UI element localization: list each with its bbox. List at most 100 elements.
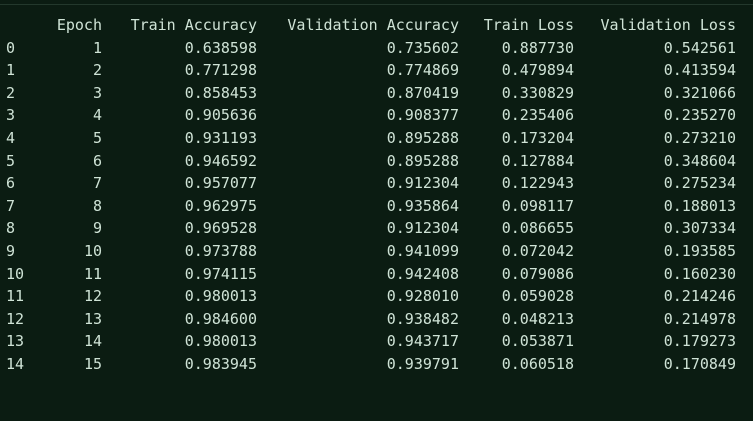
cell-validation-loss: 0.275234	[663, 174, 736, 193]
column-header-train-accuracy: Train Accuracy	[130, 16, 257, 34]
cell-train-accuracy: 0.638598	[184, 38, 257, 57]
cell-validation-loss: 0.542561	[663, 38, 736, 57]
table-row: 5 6 0.946592 0.895288 0.127884 0.348604	[6, 150, 736, 173]
cell-epoch: 5	[92, 128, 102, 147]
cell-validation-accuracy: 0.735602	[386, 38, 459, 57]
cell-train-loss: 0.072042	[501, 241, 574, 260]
cell-train-accuracy: 0.957077	[184, 174, 257, 193]
cell-train-accuracy: 0.946592	[184, 151, 257, 170]
column-header-train-loss: Train Loss	[483, 16, 574, 34]
cell-train-accuracy: 0.962975	[184, 196, 257, 215]
row-index: 12	[6, 309, 25, 328]
cell-train-loss: 0.173204	[501, 128, 574, 147]
cell-validation-loss: 0.160230	[663, 264, 736, 283]
cell-validation-accuracy: 0.928010	[386, 287, 459, 306]
cell-validation-loss: 0.193585	[663, 241, 736, 260]
cell-epoch: 9	[92, 219, 102, 238]
cell-divider	[0, 4, 753, 5]
cell-epoch: 13	[83, 309, 102, 328]
cell-validation-accuracy: 0.912304	[386, 219, 459, 238]
cell-train-loss: 0.086655	[501, 219, 574, 238]
cell-validation-loss: 0.235270	[663, 106, 736, 125]
cell-epoch: 8	[92, 196, 102, 215]
cell-validation-loss: 0.273210	[663, 128, 736, 147]
cell-train-loss: 0.122943	[501, 174, 574, 193]
cell-validation-accuracy: 0.895288	[386, 151, 459, 170]
cell-epoch: 15	[83, 354, 102, 373]
row-index: 5	[6, 151, 16, 170]
cell-validation-loss: 0.321066	[663, 83, 736, 102]
cell-train-accuracy: 0.973788	[184, 241, 257, 260]
table-row: 1 2 0.771298 0.774869 0.479894 0.413594	[6, 59, 736, 82]
table-row: 10 11 0.974115 0.942408 0.079086 0.160230	[6, 263, 736, 286]
row-index: 8	[6, 219, 16, 238]
cell-train-loss: 0.060518	[501, 354, 574, 373]
cell-train-loss: 0.098117	[501, 196, 574, 215]
dataframe-table: Epoch Train Accuracy Validation Accuracy…	[6, 14, 736, 376]
table-row: 4 5 0.931193 0.895288 0.173204 0.273210	[6, 127, 736, 150]
table-row: 3 4 0.905636 0.908377 0.235406 0.235270	[6, 104, 736, 127]
column-header-validation-accuracy: Validation Accuracy	[287, 16, 459, 34]
cell-validation-accuracy: 0.870419	[386, 83, 459, 102]
cell-validation-loss: 0.214978	[663, 309, 736, 328]
cell-train-loss: 0.059028	[501, 287, 574, 306]
cell-epoch: 12	[83, 287, 102, 306]
cell-train-accuracy: 0.858453	[184, 83, 257, 102]
cell-validation-accuracy: 0.774869	[386, 61, 459, 80]
cell-epoch: 6	[92, 151, 102, 170]
cell-epoch: 3	[92, 83, 102, 102]
cell-train-accuracy: 0.931193	[184, 128, 257, 147]
row-index: 14	[6, 354, 25, 373]
cell-validation-accuracy: 0.942408	[386, 264, 459, 283]
cell-train-accuracy: 0.905636	[184, 106, 257, 125]
row-index: 6	[6, 174, 16, 193]
cell-validation-accuracy: 0.941099	[386, 241, 459, 260]
table-row: 0 1 0.638598 0.735602 0.887730 0.542561	[6, 37, 736, 60]
cell-train-loss: 0.048213	[501, 309, 574, 328]
column-header-epoch: Epoch	[56, 16, 102, 34]
row-index: 9	[6, 241, 16, 260]
table-row: 11 12 0.980013 0.928010 0.059028 0.214246	[6, 285, 736, 308]
row-index: 11	[6, 287, 25, 306]
cell-epoch: 10	[83, 241, 102, 260]
cell-train-loss: 0.127884	[501, 151, 574, 170]
cell-validation-loss: 0.307334	[663, 219, 736, 238]
cell-validation-loss: 0.170849	[663, 354, 736, 373]
table-row: 2 3 0.858453 0.870419 0.330829 0.321066	[6, 82, 736, 105]
cell-validation-loss: 0.214246	[663, 287, 736, 306]
cell-validation-accuracy: 0.935864	[386, 196, 459, 215]
cell-validation-accuracy: 0.943717	[386, 332, 459, 351]
cell-validation-accuracy: 0.939791	[386, 354, 459, 373]
cell-train-accuracy: 0.771298	[184, 61, 257, 80]
table-row: 9 10 0.973788 0.941099 0.072042 0.193585	[6, 240, 736, 263]
row-index: 13	[6, 332, 25, 351]
table-row: 6 7 0.957077 0.912304 0.122943 0.275234	[6, 172, 736, 195]
cell-validation-loss: 0.188013	[663, 196, 736, 215]
cell-train-accuracy: 0.980013	[184, 332, 257, 351]
cell-train-loss: 0.053871	[501, 332, 574, 351]
cell-epoch: 11	[83, 264, 102, 283]
cell-epoch: 14	[83, 332, 102, 351]
column-header-validation-loss: Validation Loss	[600, 16, 736, 34]
table-row: 8 9 0.969528 0.912304 0.086655 0.307334	[6, 217, 736, 240]
table-row: 7 8 0.962975 0.935864 0.098117 0.188013	[6, 195, 736, 218]
cell-train-loss: 0.887730	[501, 38, 574, 57]
row-index: 2	[6, 83, 16, 102]
cell-validation-accuracy: 0.938482	[386, 309, 459, 328]
row-index: 3	[6, 106, 16, 125]
cell-train-accuracy: 0.969528	[184, 219, 257, 238]
cell-train-loss: 0.079086	[501, 264, 574, 283]
cell-validation-loss: 0.348604	[663, 151, 736, 170]
cell-train-accuracy: 0.984600	[184, 309, 257, 328]
cell-epoch: 7	[92, 174, 102, 193]
cell-epoch: 2	[92, 61, 102, 80]
table-row: 13 14 0.980013 0.943717 0.053871 0.179273	[6, 330, 736, 353]
cell-validation-loss: 0.179273	[663, 332, 736, 351]
cell-train-accuracy: 0.983945	[184, 354, 257, 373]
cell-train-loss: 0.479894	[501, 61, 574, 80]
cell-epoch: 4	[92, 106, 102, 125]
cell-epoch: 1	[92, 38, 102, 57]
table-row: 14 15 0.983945 0.939791 0.060518 0.170849	[6, 353, 736, 376]
row-index: 1	[6, 61, 16, 80]
